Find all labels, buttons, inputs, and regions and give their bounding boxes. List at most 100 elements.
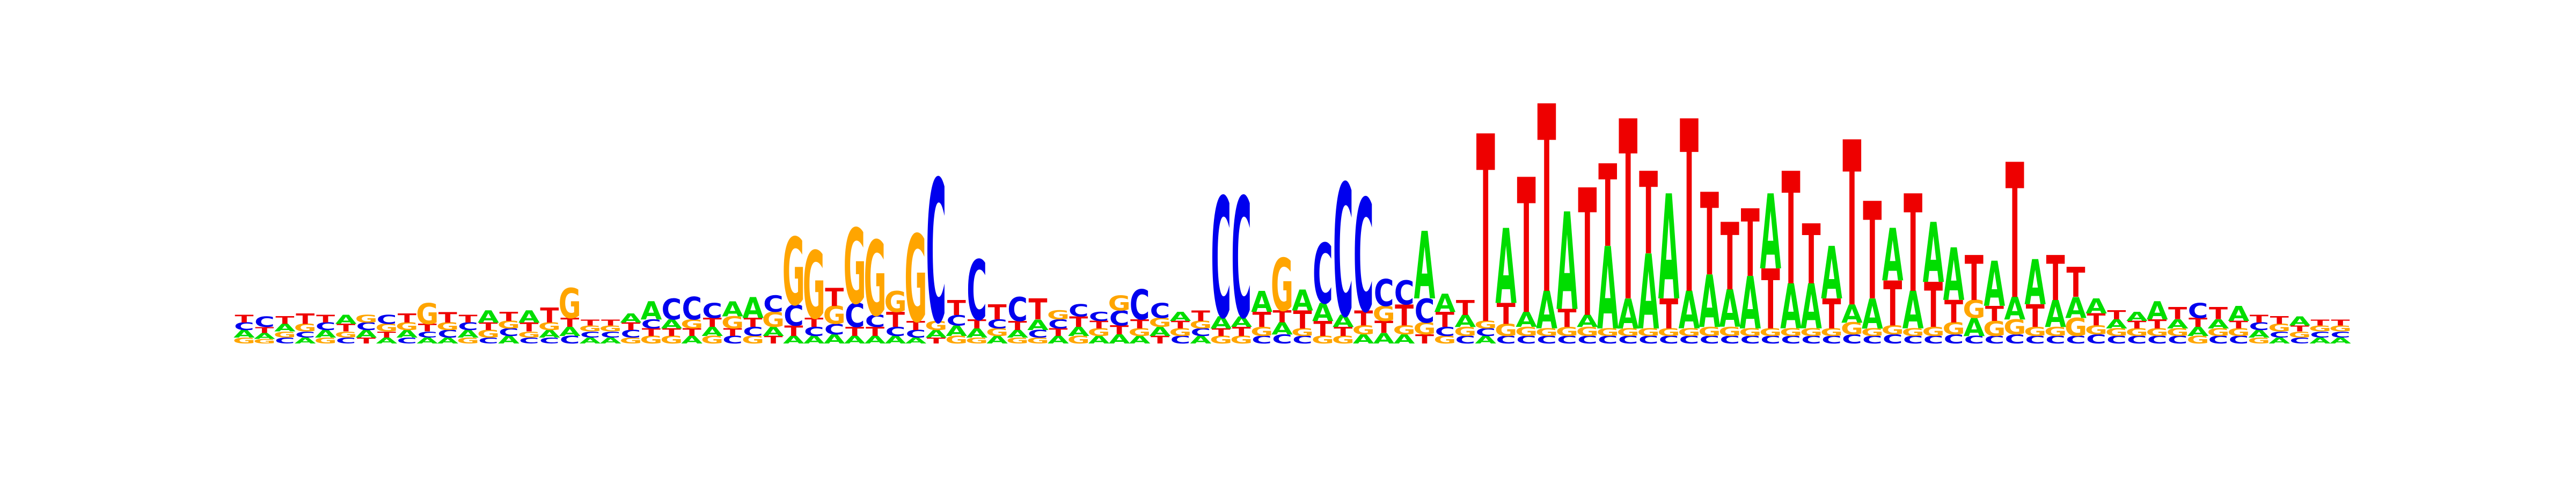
logo-letter-g: G — [2085, 323, 2107, 338]
logo-letter-c: C — [1109, 306, 1130, 331]
logo-letter-a: A — [1760, 174, 1781, 294]
logo-letter-a: A — [661, 317, 682, 332]
logo-letter-c: C — [987, 317, 1007, 332]
logo-letter-c: C — [601, 330, 621, 340]
logo-letter-g: G — [1861, 327, 1884, 339]
logo-letter-g: G — [1474, 319, 1497, 331]
logo-letter-c: C — [1272, 332, 1292, 347]
logo-letter-c: C — [743, 325, 763, 339]
logo-letter-g: G — [640, 334, 662, 346]
logo-letter-t: T — [296, 311, 314, 327]
logo-letter-g: G — [1556, 325, 1578, 339]
logo-letter-t: T — [2290, 324, 2309, 333]
logo-letter-a: A — [2309, 336, 2331, 346]
logo-letter-t: T — [1273, 307, 1292, 326]
logo-letter-t: T — [683, 327, 702, 339]
logo-letter-c: C — [1313, 226, 1333, 322]
logo-letter-c: C — [1720, 334, 1740, 346]
logo-letter-a: A — [315, 328, 336, 340]
logo-letter-t: T — [2168, 304, 2187, 324]
logo-letter-g: G — [2207, 327, 2229, 339]
logo-letter-c: C — [824, 321, 845, 338]
logo-letter-a: A — [1516, 308, 1537, 332]
logo-letter-g: G — [1780, 327, 1802, 339]
logo-letter-g: G — [375, 322, 398, 334]
logo-letter-t: T — [703, 316, 722, 330]
logo-letter-t: T — [1130, 317, 1149, 332]
logo-letter-t: T — [968, 317, 986, 332]
logo-letter-g: G — [1800, 327, 1823, 339]
logo-letter-c: C — [2249, 320, 2270, 332]
logo-letter-t: T — [1232, 325, 1251, 339]
logo-letter-a: A — [1271, 319, 1293, 339]
logo-letter-t: T — [1151, 334, 1170, 346]
logo-letter-a: A — [1801, 272, 1822, 343]
logo-letter-c: C — [1964, 334, 1985, 346]
logo-letter-g: G — [1983, 317, 2006, 341]
logo-letter-c: C — [784, 299, 804, 332]
logo-letter-a: A — [1007, 328, 1028, 340]
logo-letter-g: G — [335, 330, 357, 340]
logo-letter-g: G — [1658, 327, 1680, 339]
logo-letter-c: C — [2269, 330, 2289, 340]
logo-letter-c: C — [417, 330, 437, 340]
logo-letter-t: T — [2311, 318, 2330, 327]
logo-letter-c: C — [722, 334, 743, 346]
logo-letter-g: G — [416, 298, 438, 331]
logo-letter-c: C — [2147, 334, 2168, 346]
logo-letter-c: C — [641, 317, 662, 332]
logo-letter-a: A — [1739, 262, 1761, 346]
logo-letter-c: C — [2330, 330, 2351, 340]
logo-letter-g: G — [1576, 325, 1599, 339]
logo-letter-g: G — [1373, 302, 1395, 326]
logo-letter-c: C — [926, 140, 947, 368]
logo-letter-g: G — [559, 280, 581, 328]
logo-letter-g: G — [579, 324, 602, 333]
logo-letter-t: T — [642, 327, 661, 339]
logo-letter-a: A — [722, 297, 743, 321]
logo-letter-g: G — [1495, 321, 1517, 340]
logo-letter-t: T — [1212, 327, 1231, 339]
logo-letter-a: A — [885, 334, 906, 346]
logo-letter-t: T — [1395, 299, 1414, 332]
logo-letter-c: C — [397, 336, 418, 346]
logo-letter-c: C — [1923, 334, 1944, 346]
logo-letter-a: A — [1475, 334, 1496, 346]
logo-letter-g: G — [1047, 308, 1070, 323]
logo-letter-a: A — [865, 334, 886, 346]
logo-letter-g: G — [497, 319, 520, 331]
logo-letter-c: C — [1211, 164, 1231, 355]
logo-letter-t: T — [1110, 323, 1129, 338]
logo-letter-t: T — [1680, 72, 1699, 348]
logo-letter-c: C — [234, 320, 254, 332]
logo-letter-g: G — [1169, 327, 1191, 339]
logo-letter-c: C — [1659, 334, 1679, 346]
logo-letter-c: C — [1679, 334, 1700, 346]
logo-letter-c: C — [845, 297, 865, 335]
logo-letter-c: C — [2229, 334, 2249, 346]
logo-letter-a: A — [2208, 317, 2229, 332]
logo-letter-a: A — [1027, 317, 1049, 333]
logo-letter-g: G — [2024, 325, 2046, 339]
logo-letter-a: A — [2187, 325, 2209, 339]
logo-letter-a: A — [844, 334, 866, 346]
logo-letter-c: C — [1577, 334, 1598, 346]
logo-letter-t: T — [336, 322, 356, 334]
logo-letter-c: C — [336, 336, 356, 346]
logo-letter-a: A — [335, 313, 357, 327]
logo-letter-g: G — [1230, 334, 1253, 346]
logo-letter-t: T — [1557, 305, 1576, 333]
logo-letter-c: C — [2188, 299, 2208, 323]
logo-letter-a: A — [2085, 294, 2107, 318]
logo-letter-t: T — [1985, 302, 2004, 326]
logo-letter-g: G — [1759, 327, 1782, 339]
logo-letter-c: C — [1333, 147, 1353, 358]
logo-letter-c: C — [1842, 332, 1862, 347]
logo-letter-c: C — [1028, 328, 1048, 340]
logo-letter-t: T — [316, 313, 335, 325]
logo-letter-t: T — [2026, 298, 2045, 334]
logo-letter-a: A — [2248, 328, 2270, 340]
logo-letter-a: A — [233, 328, 255, 340]
logo-letter-c: C — [1048, 317, 1069, 332]
logo-letter-g: G — [1820, 327, 1843, 339]
